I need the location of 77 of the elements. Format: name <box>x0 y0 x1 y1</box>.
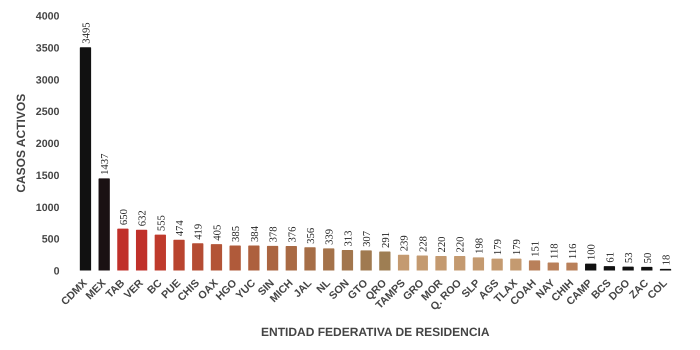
bar <box>472 257 484 270</box>
data-label: 239 <box>400 235 411 252</box>
data-label: 118 <box>549 243 560 259</box>
data-label: 179 <box>493 239 504 256</box>
data-label: 50 <box>642 252 654 264</box>
data-label: 53 <box>624 252 636 264</box>
data-label: 220 <box>456 236 467 252</box>
x-axis-title: ENTIDAD FEDERATIVA DE RESIDENCIA <box>261 325 490 340</box>
bar <box>154 234 166 270</box>
bar <box>641 266 652 270</box>
y-axis-title: CASOS ACTIVOS <box>14 94 28 193</box>
data-label: 3495 <box>81 22 92 44</box>
data-label: 116 <box>568 242 579 260</box>
bar <box>304 247 316 270</box>
data-label: 384 <box>250 225 261 242</box>
bar <box>286 246 297 270</box>
y-tick-label: 3500 <box>36 42 60 54</box>
bar <box>379 251 390 270</box>
x-tick-label: YUC <box>234 277 258 302</box>
data-label: 376 <box>287 226 298 243</box>
data-label: 291 <box>380 232 392 248</box>
bar <box>192 243 204 270</box>
bar <box>510 258 522 270</box>
data-label: 313 <box>343 230 354 247</box>
data-label: 650 <box>118 209 130 226</box>
bar <box>80 47 92 270</box>
y-tick-label: 1500 <box>36 170 60 182</box>
data-label: 228 <box>418 236 430 252</box>
y-tick-label: 0 <box>54 266 60 278</box>
data-label: 339 <box>324 228 336 245</box>
bar <box>604 266 616 270</box>
bar <box>491 258 503 270</box>
bar <box>136 230 148 270</box>
data-label: 151 <box>530 240 542 257</box>
y-tick-label: 2500 <box>36 106 60 118</box>
bar <box>117 228 129 270</box>
data-label: 1437 <box>100 152 112 175</box>
bar <box>173 240 185 270</box>
data-label: 198 <box>474 238 486 254</box>
bar <box>528 260 540 270</box>
bar <box>435 256 447 270</box>
bar <box>566 262 578 270</box>
bar <box>323 248 334 270</box>
y-tick-label: 500 <box>42 234 60 246</box>
x-tick-label: JAL <box>292 276 315 300</box>
data-label: 474 <box>175 220 186 236</box>
bar <box>360 250 372 270</box>
bar <box>230 245 241 270</box>
y-tick-label: 2000 <box>36 138 60 150</box>
data-label: 555 <box>156 215 168 232</box>
data-label: 307 <box>362 230 374 247</box>
bar <box>585 264 596 270</box>
bar <box>248 246 260 270</box>
data-label: 385 <box>231 226 242 242</box>
bar <box>454 256 466 270</box>
x-tick-label: VER <box>122 277 146 302</box>
data-label: 220 <box>436 236 448 252</box>
data-label: 179 <box>512 239 523 256</box>
data-label: 100 <box>586 244 598 260</box>
bar <box>398 254 410 270</box>
data-label: 356 <box>306 227 318 244</box>
y-tick-label: 4000 <box>36 10 60 22</box>
data-label: 632 <box>138 210 149 226</box>
y-tick-label: 1000 <box>36 202 60 214</box>
bar <box>210 244 222 270</box>
bar <box>622 266 634 270</box>
bar <box>98 178 110 270</box>
bar <box>416 255 428 270</box>
data-label: 378 <box>268 226 280 242</box>
y-tick-label: 3000 <box>36 74 60 86</box>
data-label: 61 <box>605 252 616 263</box>
data-label: 405 <box>212 224 224 241</box>
data-label: 419 <box>194 224 205 240</box>
bar <box>266 246 278 270</box>
bar <box>548 262 559 270</box>
data-label: 18 <box>662 254 673 266</box>
bar <box>342 250 354 270</box>
